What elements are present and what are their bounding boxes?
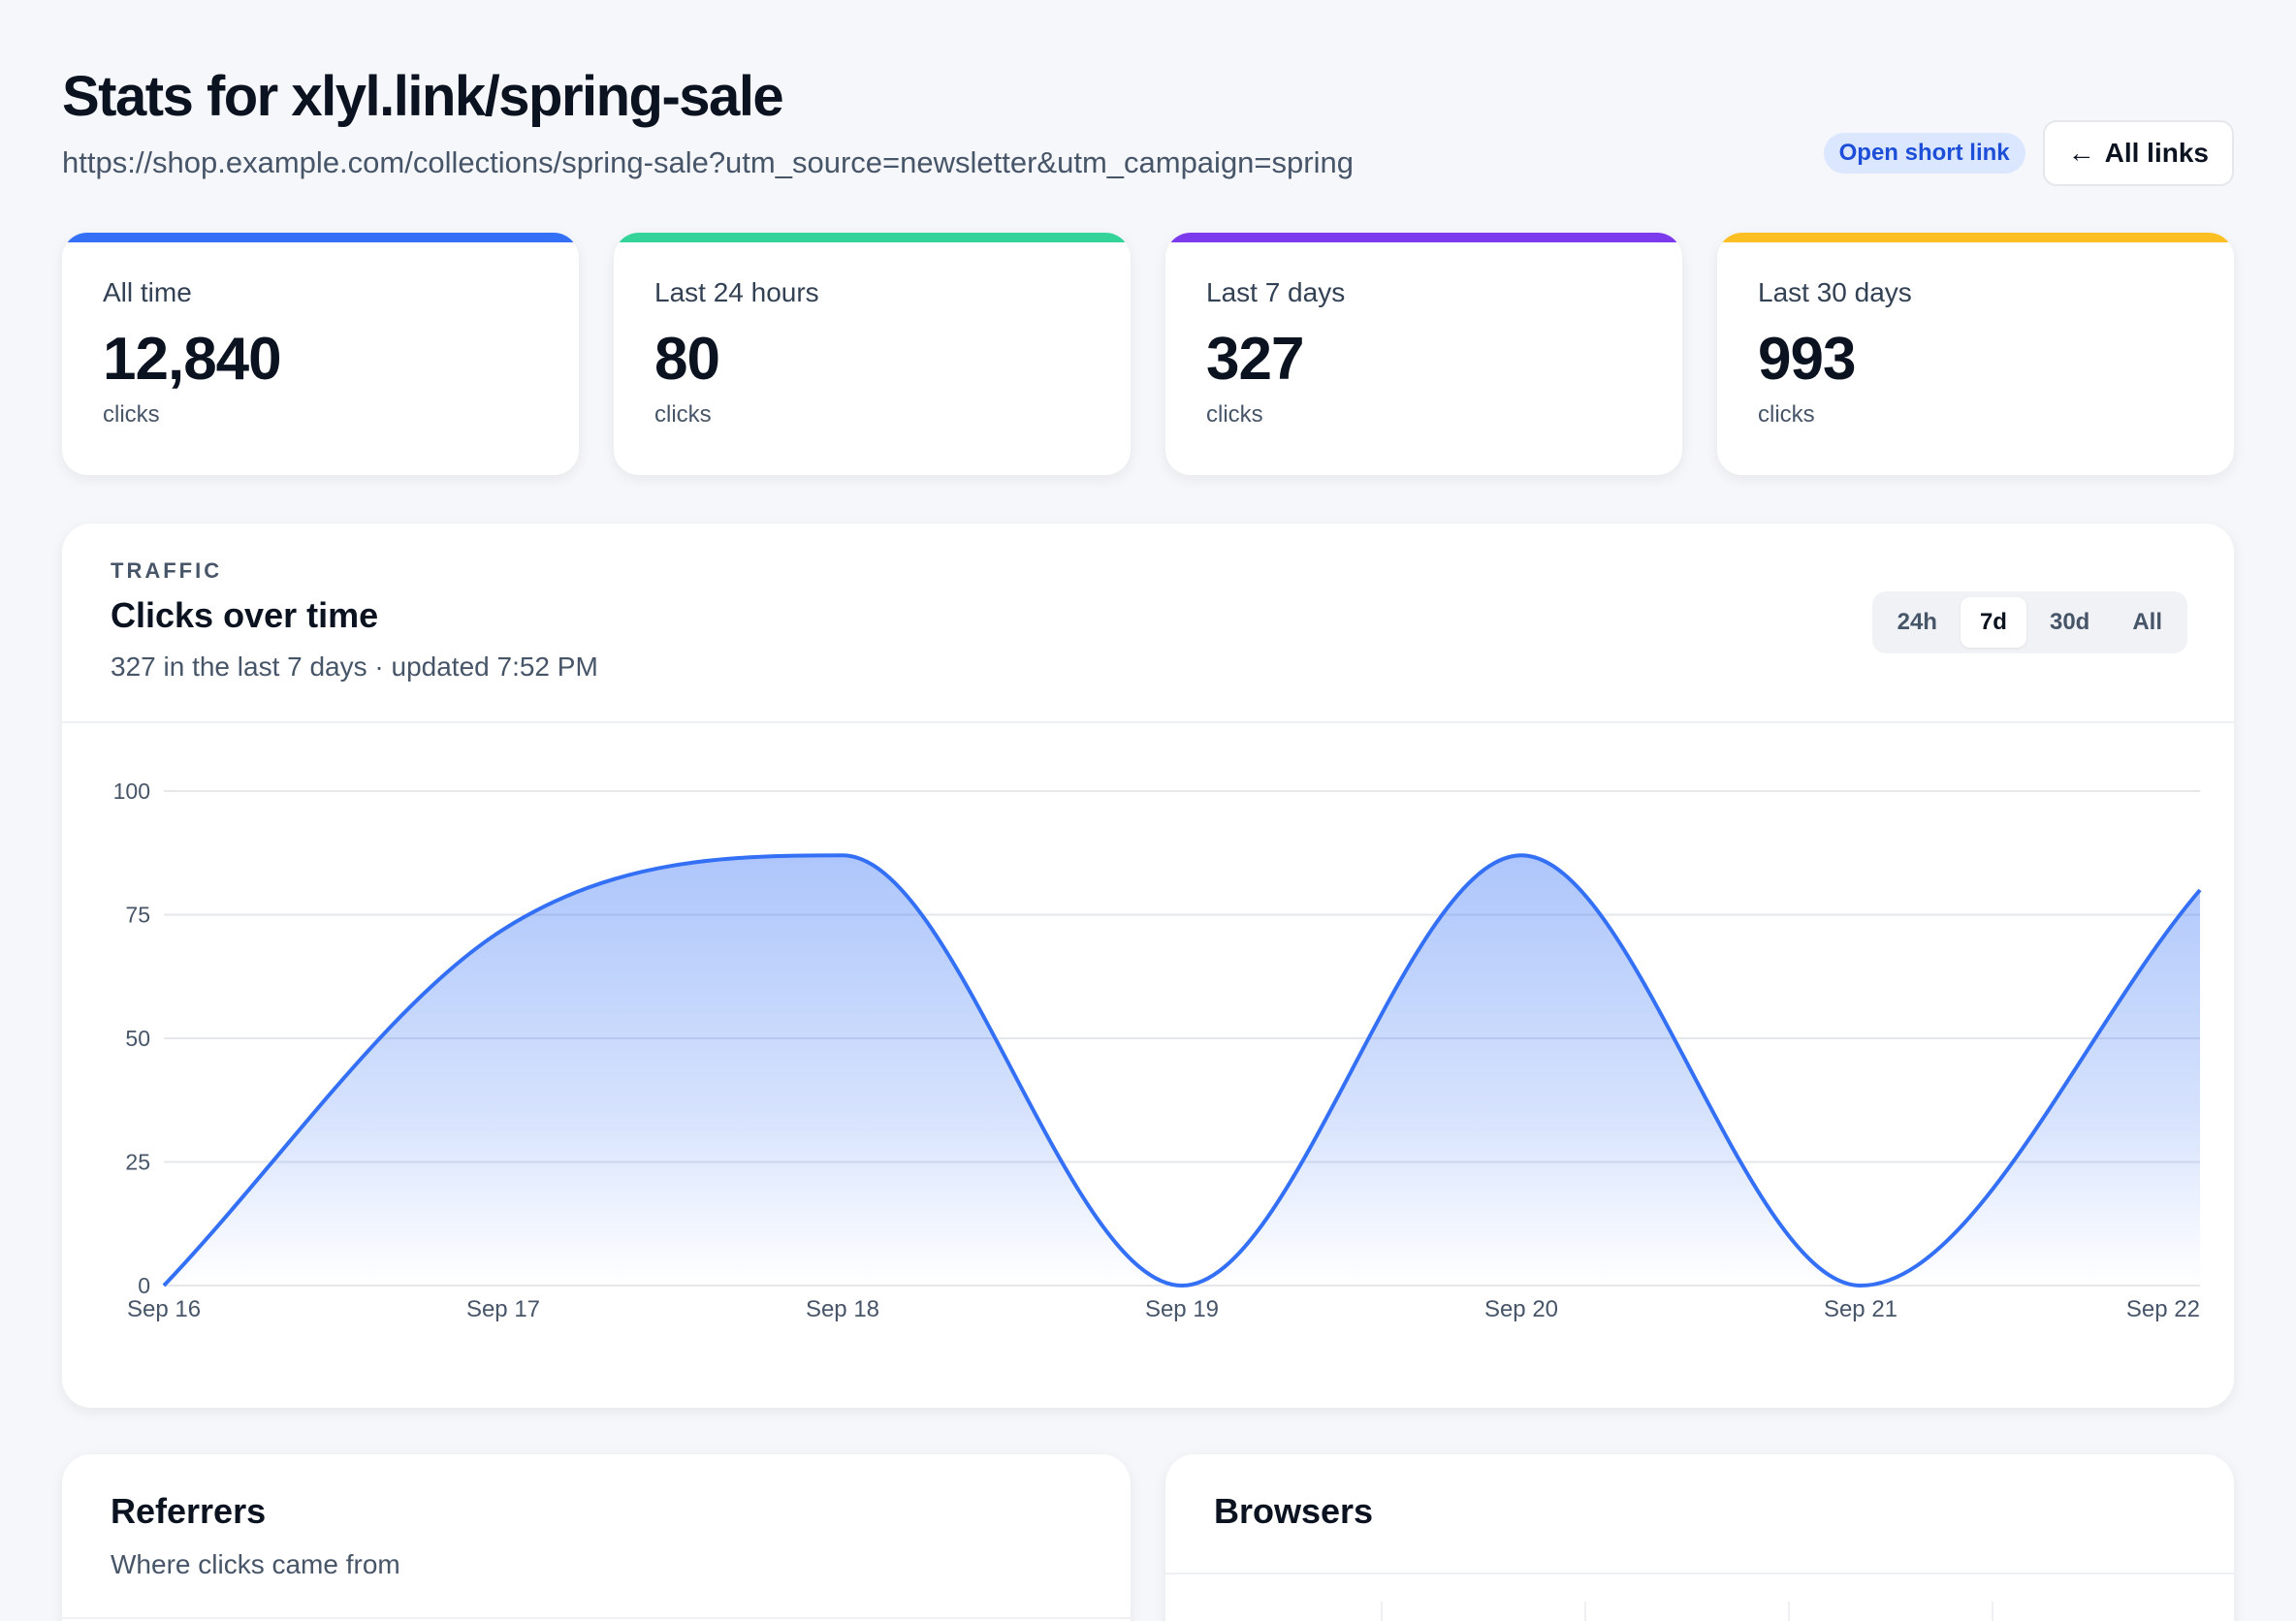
divider [62,1617,1131,1619]
open-short-link-button[interactable]: Open short link [1823,133,2025,174]
y-tick-label: 50 [125,1026,150,1051]
grid-line [1584,1602,1586,1621]
stat-unit: clicks [1206,401,1263,428]
traffic-subtitle: 327 in the last 7 days · updated 7:52 PM [111,652,598,682]
stat-value: 80 [654,326,720,393]
y-tick-label: 0 [138,1273,150,1298]
range-tab-all[interactable]: All [2132,609,2162,635]
range-tab-24h[interactable]: 24h [1897,609,1937,635]
stat-unit: clicks [103,401,160,428]
stat-label: Last 7 days [1206,277,1346,307]
clicks-series-line [162,853,2202,1287]
stat-value: 12,840 [103,326,282,393]
stat-card-last-7-days: Last 7 days 327 clicks [1165,233,1682,475]
x-tick-label: Sep 22 [2126,1296,2200,1322]
traffic-eyebrow: TRAFFIC [111,558,223,583]
stat-label: Last 24 hours [654,277,819,307]
grid-line [1788,1602,1790,1621]
header-actions: Open short link ← All links [1823,120,2234,186]
stat-label: Last 30 days [1758,277,1912,307]
x-tick-label: Sep 17 [466,1296,540,1322]
page-header: Stats for xlyl.link/spring-sale https://… [62,58,2234,194]
breakdown-row: Referrers Where clicks came from Browser… [62,1454,2234,1621]
range-tab-30d[interactable]: 30d [2049,609,2090,635]
stat-unit: clicks [654,401,712,428]
x-tick-label: Sep 19 [1145,1296,1219,1322]
all-links-button[interactable]: ← All links [2042,120,2234,186]
stats-row: All time 12,840 clicks Last 24 hours 80 … [62,233,2234,475]
browsers-panel: Browsers [1165,1454,2234,1621]
stat-label: All time [103,277,192,307]
grid-line [1992,1602,1993,1621]
stat-card-last-30-days: Last 30 days 993 clicks [1717,233,2234,475]
x-tick-label: Sep 21 [1824,1296,1897,1322]
x-tick-label: Sep 18 [806,1296,879,1322]
divider [1165,1573,2234,1574]
page-title: Stats for xlyl.link/spring-sale [62,65,784,128]
grid-line [1381,1602,1383,1621]
clicks-chart: 0 25 50 75 100 Sep 16 Sep 17 Sep 18 Sep 19 Sep 20… [62,725,2234,1404]
traffic-card-header: TRAFFIC Clicks over time 327 in the last… [62,524,2234,723]
stat-value: 993 [1758,326,1856,393]
stat-accent-bar [614,233,1131,242]
y-tick-label: 25 [125,1150,150,1175]
y-tick-label: 75 [125,903,150,928]
x-tick-label: Sep 20 [1484,1296,1558,1322]
clicks-area-fill [164,855,2200,1286]
stat-value: 327 [1206,326,1304,393]
y-tick-label: 100 [113,779,150,804]
referrers-subtitle: Where clicks came from [111,1549,400,1579]
stat-card-all-time: All time 12,840 clicks [62,233,579,475]
arrow-left-icon: ← [2067,138,2095,168]
range-tabs: 24h 7d 30d All [1871,591,2187,653]
range-tab-7d[interactable]: 7d [1960,597,2026,648]
clicks-area-chart: 0 25 50 75 100 Sep 16 Sep 17 Sep 18 Sep 19 Sep 20… [113,779,2202,1322]
browsers-chart-grid [1165,1574,2234,1621]
stat-accent-bar [62,233,579,242]
browsers-title: Browsers [1214,1491,1374,1531]
stat-unit: clicks [1758,401,1815,428]
stat-card-last-24-hours: Last 24 hours 80 clicks [614,233,1131,475]
referrers-title: Referrers [111,1491,267,1531]
all-links-label: All links [2104,138,2209,168]
stat-accent-bar [1165,233,1682,242]
referrers-panel: Referrers Where clicks came from [62,1454,1131,1621]
traffic-card: TRAFFIC Clicks over time 327 in the last… [62,524,2234,1408]
traffic-title: Clicks over time [111,595,379,635]
x-tick-label: Sep 16 [127,1296,201,1322]
destination-url[interactable]: https://shop.example.com/collections/spr… [62,145,1354,179]
stat-accent-bar [1717,233,2234,242]
